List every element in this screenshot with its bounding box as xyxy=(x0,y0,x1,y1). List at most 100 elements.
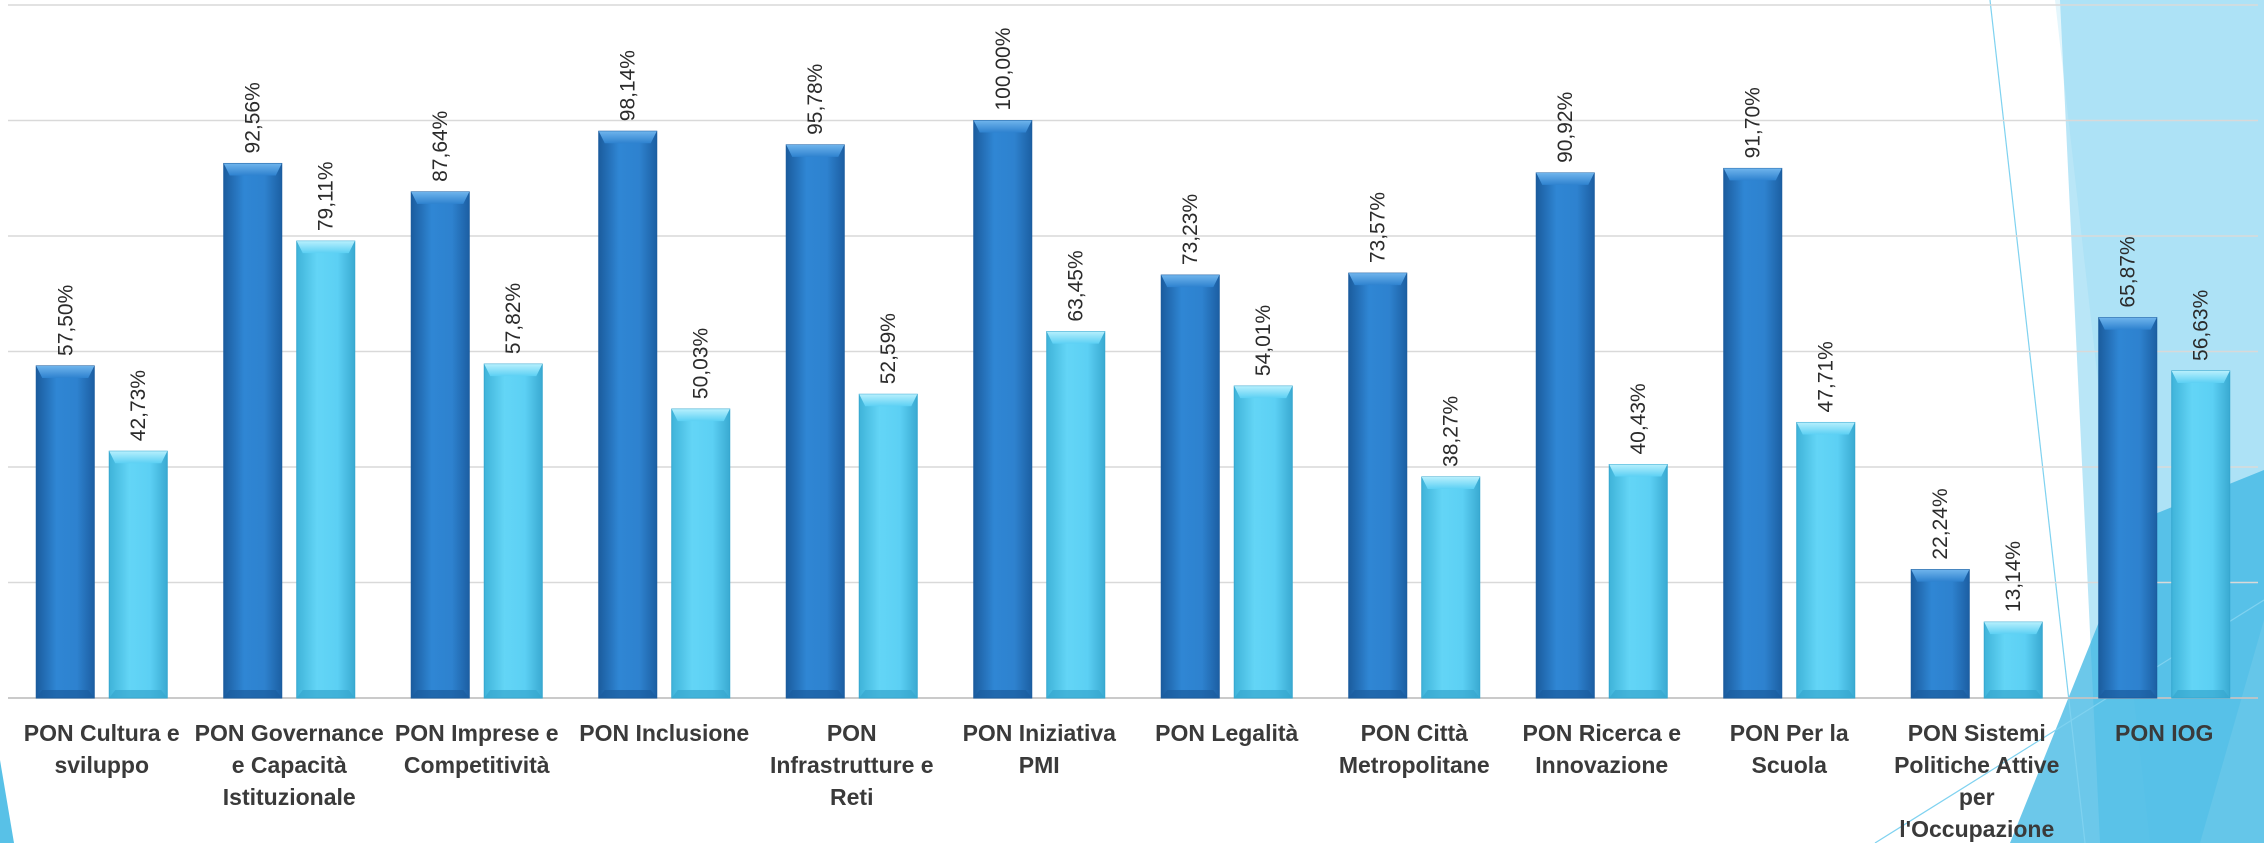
bar-series-2-6 xyxy=(1046,331,1106,699)
bar-base xyxy=(671,690,730,698)
bar-body xyxy=(1160,274,1220,699)
bar-cap xyxy=(296,241,355,254)
category-label-line: PMI xyxy=(1019,752,1060,778)
category-label-line: PON Legalità xyxy=(1155,720,1298,746)
category-label-line: per xyxy=(1959,784,1995,810)
category-label: PON Sistemi Politiche Attive per l'Occupazi… xyxy=(1894,720,2059,842)
bar-cap xyxy=(1723,168,1782,181)
category-label: PON Per la Scuola xyxy=(1730,720,1849,778)
bar-base xyxy=(1984,690,2043,698)
bar-base xyxy=(973,690,1032,698)
category-label-line: Istituzionale xyxy=(223,784,356,810)
bar-base xyxy=(296,690,355,698)
category-label-line: PON Cultura e xyxy=(24,720,180,746)
category-label: PON Infrastrutture e Reti xyxy=(770,720,934,810)
bar-base xyxy=(1161,690,1220,698)
bar-body xyxy=(1233,385,1293,699)
bar-series-1-10 xyxy=(1723,167,1783,699)
category-label-line: l'Occupazione xyxy=(1899,816,2054,842)
bar-series-2-12 xyxy=(2171,370,2231,699)
category-label-line: Innovazione xyxy=(1535,752,1668,778)
bar-cap xyxy=(1161,275,1220,288)
gridlines xyxy=(8,4,2258,699)
category-label-line: PON Sistemi xyxy=(1908,720,2046,746)
value-label: 73,23% xyxy=(1179,194,1202,265)
bar-cap xyxy=(671,409,730,422)
bar-body xyxy=(35,365,95,699)
bar-cap xyxy=(109,451,168,464)
bar-body xyxy=(1796,421,1856,699)
bar-series-2-10 xyxy=(1796,421,1856,699)
category-labels: PON Cultura e sviluppo PON Governance e Cap… xyxy=(24,720,2214,842)
bar-series-1-5 xyxy=(785,144,845,699)
value-label: 57,82% xyxy=(502,283,525,354)
bar-base xyxy=(1609,690,1668,698)
bar-cap xyxy=(36,365,95,378)
bar-base xyxy=(1234,690,1293,698)
category-label: PON Imprese e Competitività xyxy=(395,720,559,778)
category-label: PON Città Metropolitane xyxy=(1339,720,1490,778)
bar-series-1-9 xyxy=(1535,172,1595,699)
category-label: PON Inclusione xyxy=(579,720,749,746)
category-label-line: PON Imprese e xyxy=(395,720,559,746)
bar-cap xyxy=(2171,370,2230,383)
value-label: 90,92% xyxy=(1554,92,1577,163)
category-label: PON Cultura e sviluppo xyxy=(24,720,180,778)
bar-series-2-4 xyxy=(671,408,731,699)
bar-series-1-2 xyxy=(223,162,283,699)
bar-body xyxy=(973,120,1033,699)
bar-base xyxy=(1421,690,1480,698)
value-label: 87,64% xyxy=(429,111,452,182)
bar-base xyxy=(1046,690,1105,698)
bar-body xyxy=(785,144,845,699)
bar-body xyxy=(1348,272,1408,699)
bar-base xyxy=(2098,690,2157,698)
value-label: 63,45% xyxy=(1065,250,1088,321)
bar-base xyxy=(484,690,543,698)
bar-cap xyxy=(411,191,470,204)
bar-series-1-6 xyxy=(973,120,1033,699)
bar-base xyxy=(1723,690,1782,698)
bar-base xyxy=(109,690,168,698)
bar-cap xyxy=(1348,273,1407,286)
bar-series-1-12 xyxy=(2098,317,2158,699)
bar-body xyxy=(2098,317,2158,699)
bar-body xyxy=(1608,464,1668,699)
bar-cap xyxy=(1421,476,1480,489)
value-label: 13,14% xyxy=(2002,541,2025,612)
value-label: 52,59% xyxy=(877,313,900,384)
value-label: 91,70% xyxy=(1742,87,1765,158)
bar-base xyxy=(1348,690,1407,698)
bar-base xyxy=(411,690,470,698)
bar-series-2-7 xyxy=(1233,385,1293,699)
category-label-line: PON Ricerca e xyxy=(1522,720,1681,746)
value-label: 73,57% xyxy=(1367,192,1390,263)
bar-body xyxy=(223,162,283,699)
bar-base xyxy=(786,690,845,698)
bar-cap xyxy=(598,131,657,144)
bars xyxy=(35,120,2231,699)
bar-base xyxy=(223,690,282,698)
category-label: PON Governance e Capacità Istituzionale xyxy=(195,720,384,810)
bar-series-1-7 xyxy=(1160,274,1220,699)
bar-cap xyxy=(1046,331,1105,344)
value-labels: 57,50% 42,73% 92,56% 79,11% 87,64% 57,82% 98,1… xyxy=(54,28,2213,613)
bar-body xyxy=(108,450,168,699)
category-label-line: PON IOG xyxy=(2115,720,2213,746)
bar-series-1-8 xyxy=(1348,272,1408,699)
bar-base xyxy=(1911,690,1970,698)
bar-body xyxy=(2171,370,2231,699)
bar-body xyxy=(598,130,658,699)
bar-base xyxy=(36,690,95,698)
value-label: 42,73% xyxy=(127,370,150,441)
value-label: 100,00% xyxy=(992,28,1015,111)
category-label-line: sviluppo xyxy=(54,752,149,778)
bar-base xyxy=(598,690,657,698)
bar-body xyxy=(296,240,356,699)
bar-cap xyxy=(973,120,1032,133)
bar-body xyxy=(483,363,543,699)
value-label: 47,71% xyxy=(1815,341,1838,412)
bar-series-2-1 xyxy=(108,450,168,699)
category-label-line: PON Inclusione xyxy=(579,720,749,746)
